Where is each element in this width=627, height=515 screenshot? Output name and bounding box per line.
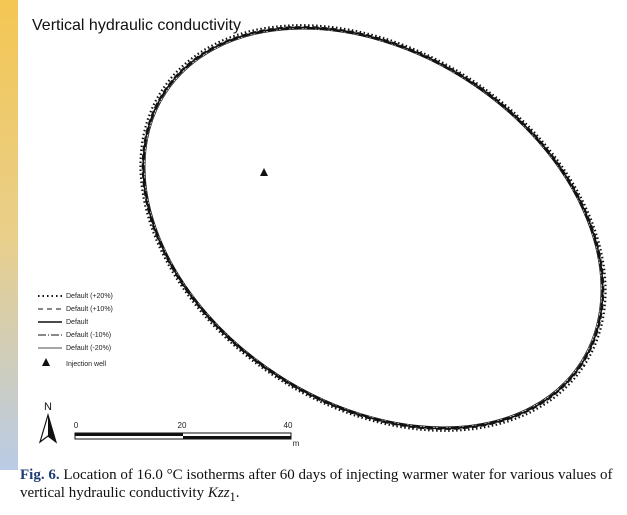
legend-label: Default (-10%) (66, 332, 111, 339)
scale-label: 20 (178, 421, 187, 430)
scale-label: 0 (74, 421, 79, 430)
legend-triangle (42, 358, 50, 366)
figure: Vertical hydraulic conductivity Default … (32, 17, 607, 448)
isotherm-plus20 (139, 24, 607, 432)
side-strip (0, 0, 18, 470)
isotherm-minus20 (144, 28, 602, 428)
legend-label: Default (+10%) (66, 306, 113, 313)
injection-well (260, 168, 268, 176)
isotherm-plus10 (141, 26, 605, 430)
legend-label: Default (66, 319, 88, 326)
caption-label: Fig. 6. (20, 467, 60, 483)
legend-label: Default (-20%) (66, 345, 111, 352)
scale-labels: 0 20 40 m (74, 421, 300, 448)
caption-subscript: 1 (229, 490, 236, 504)
legend (38, 295, 62, 366)
scale-unit: m (293, 439, 300, 448)
caption: Fig. 6. Location of 16.0 °C isotherms af… (20, 466, 620, 506)
legend-label: Injection well (66, 361, 107, 368)
legend-labels: Default (+20%) Default (+10%) Default De… (66, 293, 113, 368)
figure-title: Vertical hydraulic conductivity (32, 17, 241, 34)
caption-text: Location of 16.0 °C isotherms after 60 d… (20, 467, 613, 501)
scale-bar-fill (183, 436, 291, 439)
isotherms (139, 24, 607, 432)
north-label: N (44, 401, 52, 413)
isotherm-minus10 (143, 28, 603, 428)
scale-bar-fill (75, 433, 183, 436)
north-arrow-half (48, 415, 56, 442)
isotherm-default (142, 26, 604, 430)
caption-symbol: Kzz (207, 485, 230, 501)
caption-end: . (235, 485, 240, 501)
legend-label: Default (+20%) (66, 293, 113, 300)
scale-label: 40 (284, 421, 293, 430)
